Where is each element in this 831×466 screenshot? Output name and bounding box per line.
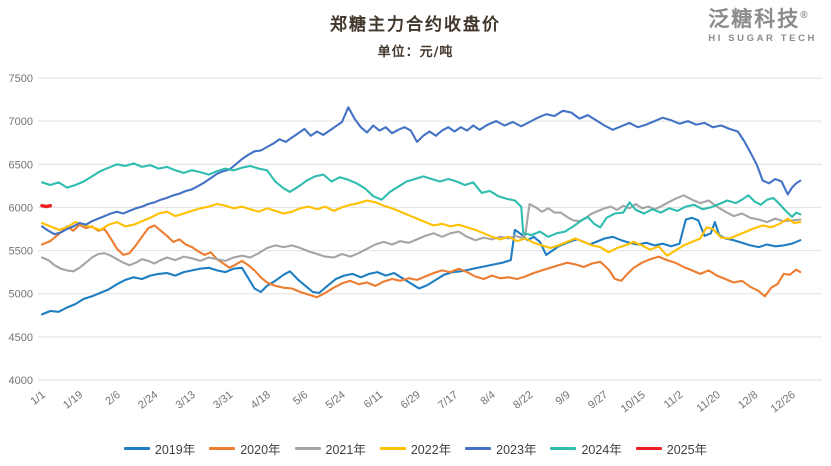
chart-header: 郑糖主力合约收盘价 单位：元/吨 bbox=[0, 10, 831, 60]
legend-label: 2025年 bbox=[666, 443, 708, 457]
legend-swatch-icon bbox=[379, 447, 406, 450]
x-axis-label: 11/20 bbox=[694, 389, 722, 414]
chart-legend: 2019年 2020年 2021年 2022年 2023年 2024年 2025年 bbox=[0, 439, 831, 458]
series-line-2024 bbox=[40, 162, 802, 238]
x-axis-label: 8/22 bbox=[511, 389, 535, 412]
y-axis-label: 4500 bbox=[9, 332, 33, 344]
legend-swatch-icon bbox=[550, 447, 577, 450]
series-line-2022 bbox=[40, 199, 802, 257]
unit-label: 单位：元/吨 bbox=[377, 45, 454, 60]
x-axis-label: 2/6 bbox=[103, 389, 122, 408]
x-axis-label: 6/29 bbox=[399, 389, 423, 412]
legend-label: 2021年 bbox=[325, 443, 366, 457]
legend-item-2025: 2025年 bbox=[635, 439, 708, 458]
y-axis-label: 5500 bbox=[9, 246, 33, 258]
legend-label: 2019年 bbox=[154, 443, 196, 457]
series-line-2020 bbox=[40, 223, 802, 299]
legend-label: 2022年 bbox=[410, 443, 452, 457]
legend-swatch-icon bbox=[635, 447, 662, 450]
y-axis-label: 6500 bbox=[9, 159, 33, 171]
x-axis-label: 12/26 bbox=[769, 389, 798, 414]
series-line-2023 bbox=[40, 106, 802, 236]
x-axis-label: 9/27 bbox=[586, 389, 610, 412]
x-axis-label: 3/13 bbox=[174, 389, 198, 412]
legend-label: 2023年 bbox=[496, 443, 537, 457]
x-axis-label: 10/15 bbox=[619, 389, 648, 414]
x-axis-label: 4/18 bbox=[249, 389, 273, 412]
legend-item-2024: 2024年 bbox=[550, 439, 622, 458]
legend-item-2021: 2021年 bbox=[294, 439, 366, 458]
series-line-2021 bbox=[40, 194, 802, 273]
x-axis-label: 12/8 bbox=[736, 389, 760, 412]
legend-swatch-icon bbox=[123, 447, 150, 450]
x-axis-label: 11/2 bbox=[662, 389, 686, 411]
x-axis-label: 3/31 bbox=[211, 389, 235, 412]
legend-item-2022: 2022年 bbox=[379, 439, 452, 458]
series-line-2019 bbox=[40, 216, 802, 316]
legend-item-2019: 2019年 bbox=[123, 439, 196, 458]
x-axis-label: 1/1 bbox=[28, 389, 47, 408]
legend-item-2020: 2020年 bbox=[209, 439, 281, 458]
legend-swatch-icon bbox=[465, 447, 492, 450]
y-axis-label: 7500 bbox=[9, 73, 33, 85]
y-axis-label: 6000 bbox=[9, 202, 33, 214]
x-axis-label: 5/24 bbox=[324, 389, 348, 412]
plot-area: 7500 7000 6500 6000 5500 5000 4500 4000 1/1 1/19 2… bbox=[0, 62, 831, 415]
company-logo: 泛糖科技® HI SUGAR TECH bbox=[708, 8, 817, 44]
legend-item-2023: 2023年 bbox=[465, 439, 536, 458]
legend-swatch-icon bbox=[294, 447, 321, 450]
x-axis-label: 2/24 bbox=[136, 389, 160, 412]
registered-mark-icon: ® bbox=[800, 10, 808, 21]
x-axis-label: 7/17 bbox=[436, 389, 460, 412]
logo-brand-text: 泛糖科技® bbox=[708, 8, 808, 31]
x-axis-label: 1/19 bbox=[61, 389, 85, 412]
y-axis-label: 4000 bbox=[9, 375, 33, 387]
legend-label: 2024年 bbox=[581, 443, 622, 457]
legend-label: 2020年 bbox=[240, 443, 281, 457]
logo-tagline: HI SUGAR TECH bbox=[708, 33, 817, 45]
series-line-2025 bbox=[40, 203, 53, 209]
x-axis-label: 9/9 bbox=[553, 389, 572, 408]
y-axis-label: 7000 bbox=[9, 116, 33, 128]
legend-swatch-icon bbox=[209, 447, 236, 450]
x-axis-label: 5/6 bbox=[291, 389, 310, 408]
x-axis-label: 8/4 bbox=[478, 389, 497, 408]
y-axis-label: 5000 bbox=[9, 289, 33, 301]
price-line-chart: 7500 7000 6500 6000 5500 5000 4500 4000 1/1 1/19 2… bbox=[9, 73, 822, 415]
page-title: 郑糖主力合约收盘价 bbox=[330, 15, 501, 35]
x-axis-label: 6/11 bbox=[362, 389, 386, 411]
